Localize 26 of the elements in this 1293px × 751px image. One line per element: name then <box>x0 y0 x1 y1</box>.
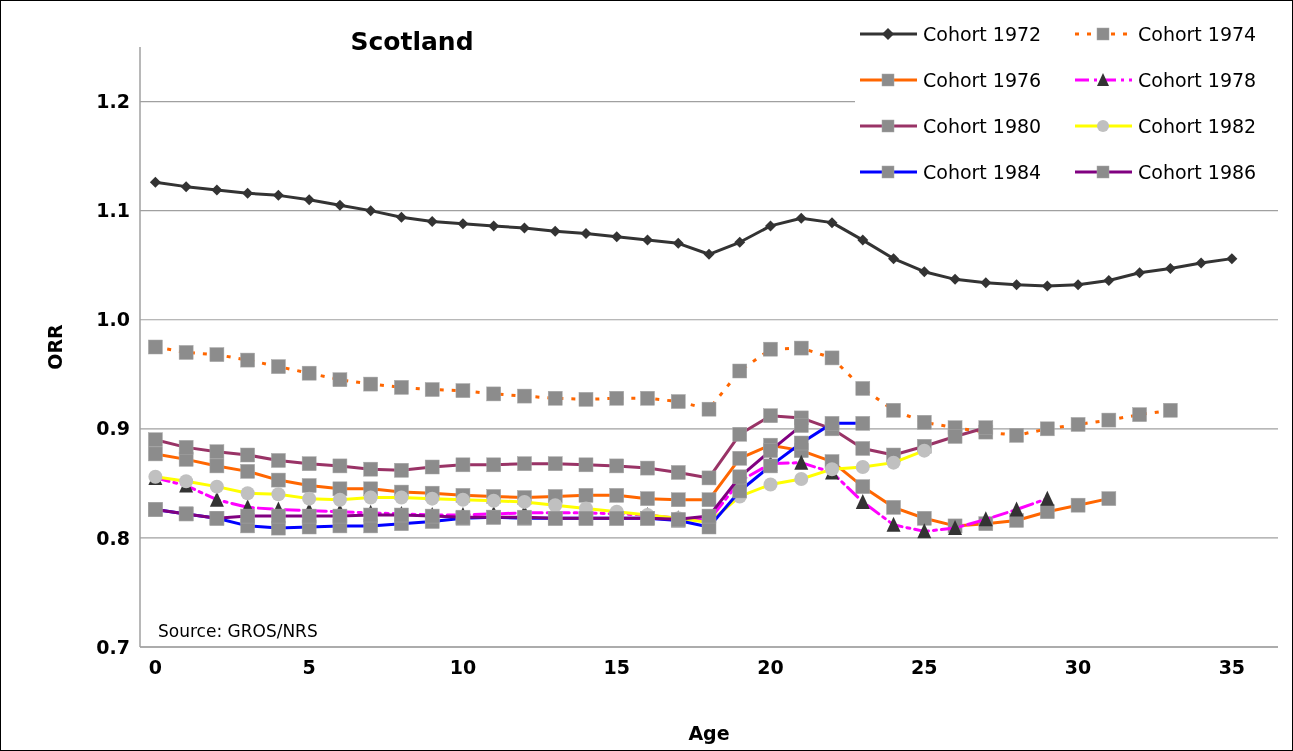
x-tick-label: 20 <box>757 656 784 678</box>
legend-label: Cohort 1982 <box>1138 114 1257 137</box>
x-tick-label: 30 <box>1064 656 1092 678</box>
legend-label: Cohort 1986 <box>1138 160 1257 183</box>
legend-label: Cohort 1972 <box>923 22 1042 45</box>
x-axis-title: Age <box>688 722 730 744</box>
chart-title: Scotland <box>350 27 474 56</box>
y-tick-label: 1.1 <box>96 199 130 222</box>
x-tick-label: 15 <box>603 656 630 678</box>
legend-label: Cohort 1974 <box>1138 22 1257 45</box>
legend-label: Cohort 1984 <box>923 160 1042 183</box>
y-tick-label: 1.2 <box>96 90 130 113</box>
legend-label: Cohort 1978 <box>1138 68 1257 91</box>
x-tick-label: 5 <box>302 656 316 678</box>
y-tick-label: 0.7 <box>96 635 130 658</box>
x-tick-label: 25 <box>911 656 938 678</box>
y-axis-title: ORR <box>44 323 66 370</box>
y-tick-label: 0.8 <box>96 526 130 549</box>
x-tick-label: 35 <box>1218 656 1246 678</box>
y-tick-label: 0.9 <box>96 417 130 440</box>
y-tick-label: 1.0 <box>96 308 130 331</box>
x-tick-label: 10 <box>449 656 477 678</box>
annotation: Source: GROS/NRS <box>158 621 318 641</box>
x-tick-label: 0 <box>148 656 162 678</box>
legend-label: Cohort 1980 <box>923 114 1042 137</box>
legend-label: Cohort 1976 <box>923 68 1042 91</box>
